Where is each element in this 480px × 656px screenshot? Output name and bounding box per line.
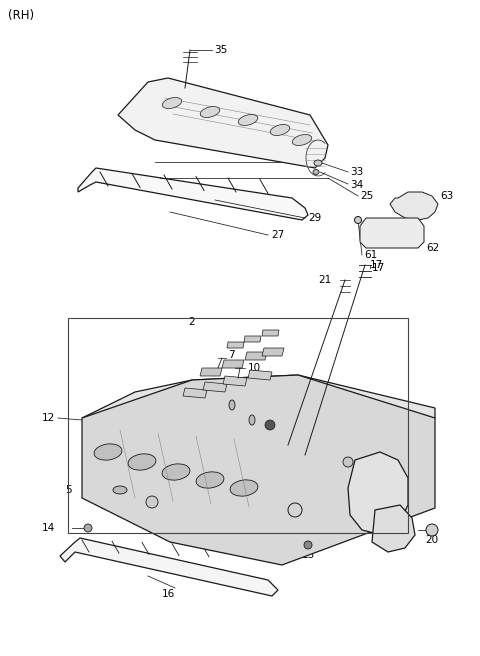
Text: 62: 62 — [426, 243, 439, 253]
Ellipse shape — [270, 125, 290, 136]
Ellipse shape — [355, 216, 361, 224]
Ellipse shape — [196, 472, 224, 488]
Ellipse shape — [229, 400, 235, 410]
Polygon shape — [82, 375, 435, 565]
Polygon shape — [360, 218, 424, 248]
Polygon shape — [118, 78, 328, 168]
Ellipse shape — [162, 464, 190, 480]
Text: 34: 34 — [350, 180, 363, 190]
Polygon shape — [348, 452, 408, 535]
Polygon shape — [390, 192, 438, 220]
Polygon shape — [223, 376, 247, 386]
Ellipse shape — [238, 115, 258, 125]
Ellipse shape — [230, 480, 258, 496]
Polygon shape — [248, 370, 272, 380]
Text: 23: 23 — [412, 457, 425, 467]
Circle shape — [426, 524, 438, 536]
Ellipse shape — [292, 134, 312, 146]
Circle shape — [146, 496, 158, 508]
Text: 18: 18 — [378, 527, 392, 537]
Text: 4: 4 — [144, 503, 151, 513]
Polygon shape — [244, 336, 261, 342]
Text: 2: 2 — [188, 317, 194, 327]
Polygon shape — [245, 352, 267, 360]
Ellipse shape — [94, 444, 122, 460]
Text: 9: 9 — [278, 420, 285, 430]
Text: 27: 27 — [271, 230, 284, 240]
Text: 5: 5 — [65, 485, 72, 495]
Text: 25: 25 — [360, 191, 373, 201]
Polygon shape — [203, 382, 227, 392]
Text: 17: 17 — [372, 263, 385, 273]
Polygon shape — [78, 168, 308, 220]
Polygon shape — [183, 388, 207, 398]
Text: 6: 6 — [231, 418, 238, 428]
Text: 3: 3 — [192, 517, 198, 527]
Text: 14: 14 — [42, 523, 55, 533]
Polygon shape — [60, 538, 278, 596]
Text: 13: 13 — [301, 550, 314, 560]
Polygon shape — [82, 375, 435, 418]
Text: 20: 20 — [425, 535, 439, 545]
Circle shape — [288, 503, 302, 517]
Ellipse shape — [200, 106, 220, 117]
Polygon shape — [222, 360, 244, 368]
Text: 7: 7 — [228, 350, 235, 360]
Bar — [68, 318, 408, 533]
Text: 6: 6 — [211, 403, 218, 413]
Text: 12: 12 — [42, 413, 55, 423]
Ellipse shape — [313, 169, 319, 174]
Text: 8: 8 — [308, 527, 314, 537]
Ellipse shape — [128, 454, 156, 470]
Ellipse shape — [113, 486, 127, 494]
Text: 61: 61 — [364, 250, 377, 260]
Text: (RH): (RH) — [8, 9, 34, 22]
Polygon shape — [200, 368, 222, 376]
Text: 16: 16 — [161, 589, 175, 599]
Text: 21: 21 — [318, 275, 331, 285]
Ellipse shape — [162, 98, 182, 108]
Ellipse shape — [249, 415, 255, 425]
Text: 35: 35 — [214, 45, 227, 55]
Polygon shape — [262, 330, 279, 336]
Text: 63: 63 — [440, 191, 453, 201]
Circle shape — [343, 457, 353, 467]
Polygon shape — [372, 505, 415, 552]
Text: 10: 10 — [248, 363, 261, 373]
Polygon shape — [262, 348, 284, 356]
Circle shape — [265, 420, 275, 430]
Polygon shape — [227, 342, 244, 348]
Circle shape — [304, 541, 312, 549]
Ellipse shape — [314, 160, 322, 166]
Text: 11: 11 — [362, 445, 375, 455]
Text: 29: 29 — [308, 213, 321, 223]
Text: 17: 17 — [370, 260, 383, 270]
Text: 33: 33 — [350, 167, 363, 177]
Circle shape — [84, 524, 92, 532]
